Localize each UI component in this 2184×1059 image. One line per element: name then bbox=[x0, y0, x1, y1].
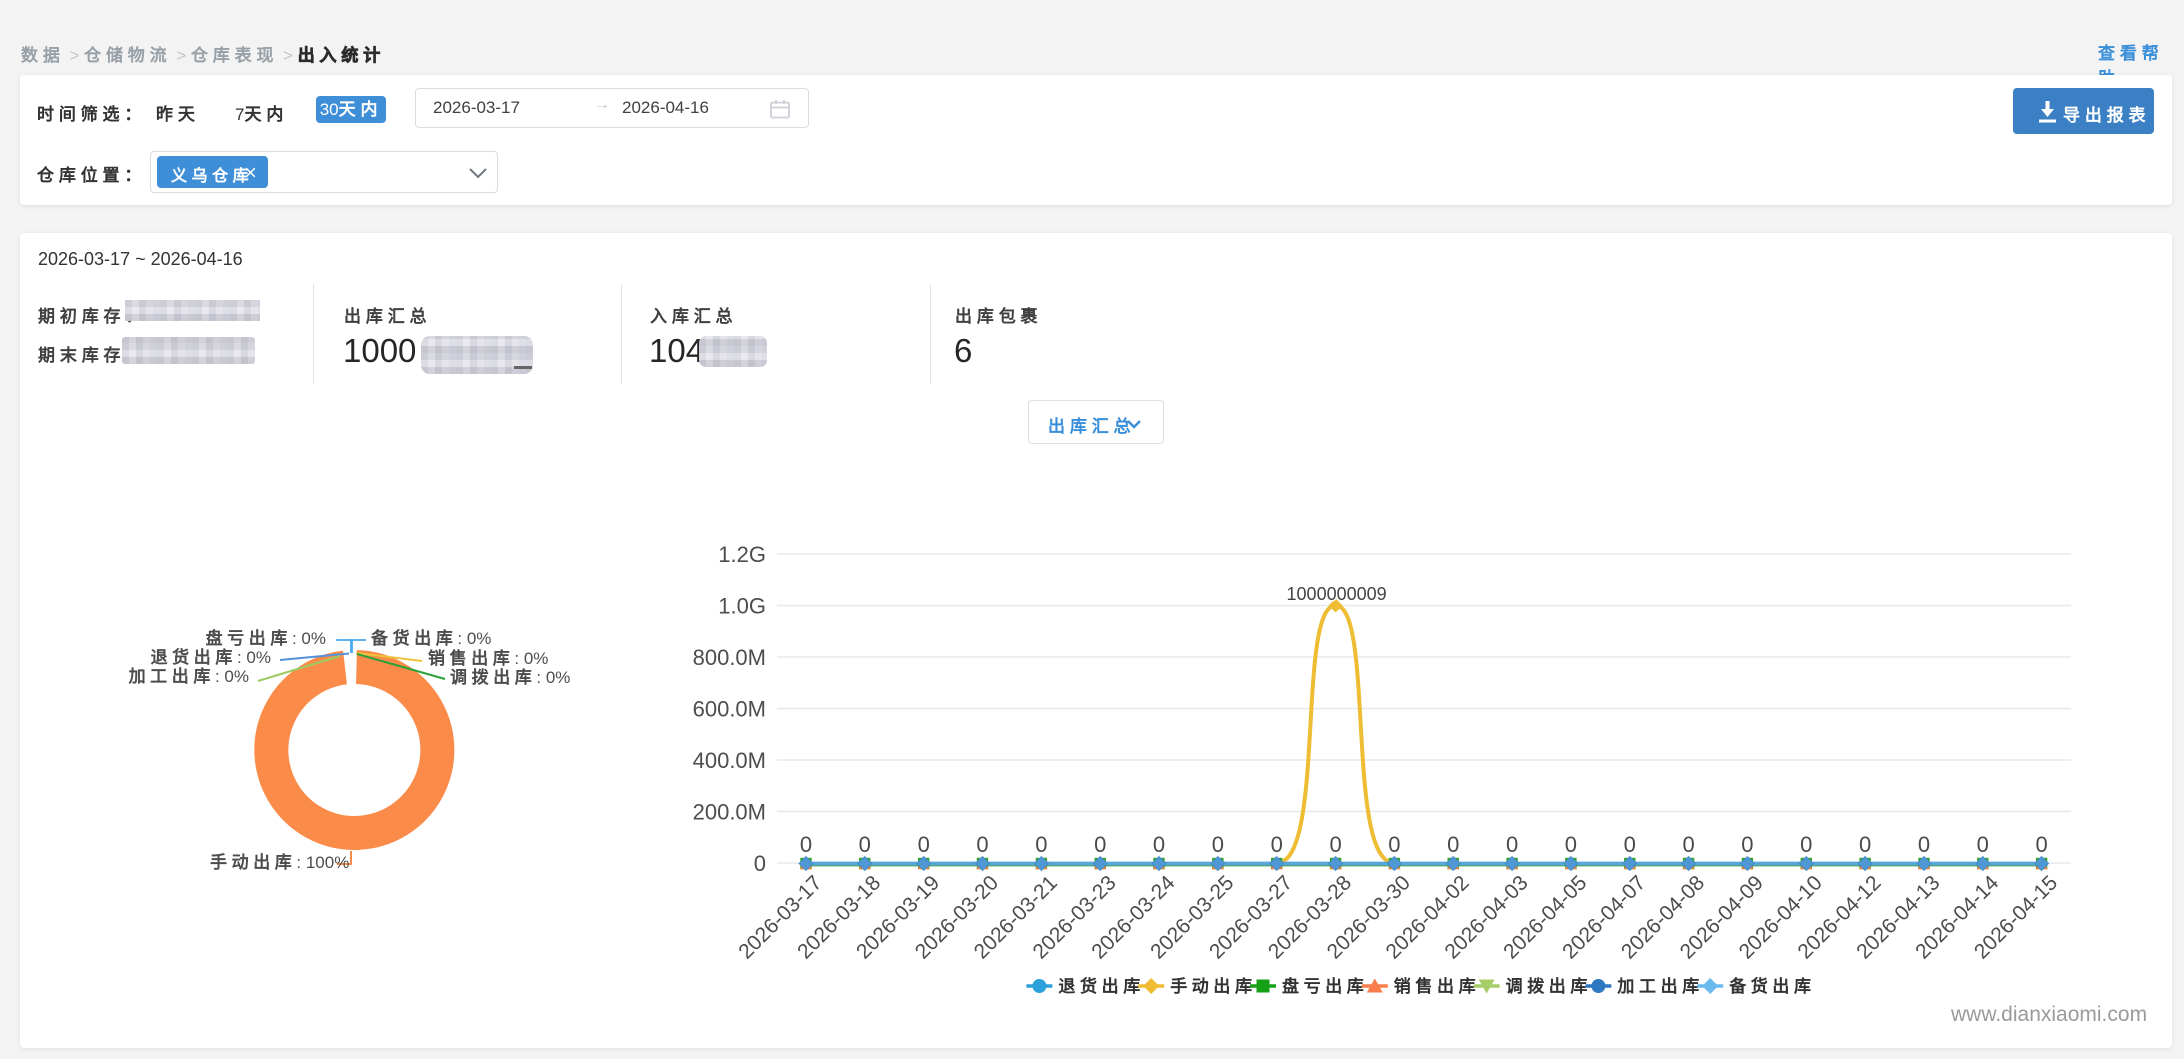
svg-text:1.0G: 1.0G bbox=[718, 594, 766, 619]
svg-text:1000000009: 1000000009 bbox=[1287, 584, 1387, 604]
svg-text:手动出库: 100%: 手动出库: 100% bbox=[210, 853, 349, 872]
svg-text:备货出库: 备货出库 bbox=[1729, 977, 1815, 996]
svg-text:0: 0 bbox=[1859, 832, 1871, 857]
svg-text:200.0M: 200.0M bbox=[693, 800, 766, 825]
svg-text:0: 0 bbox=[1565, 832, 1577, 857]
svg-text:0: 0 bbox=[976, 832, 988, 857]
svg-text:0: 0 bbox=[2035, 832, 2047, 857]
svg-text:盘亏出库: 盘亏出库 bbox=[1282, 977, 1368, 996]
svg-text:0: 0 bbox=[1094, 832, 1106, 857]
svg-text:0: 0 bbox=[1918, 832, 1930, 857]
svg-text:0: 0 bbox=[1212, 832, 1224, 857]
svg-text:0: 0 bbox=[859, 832, 871, 857]
svg-text:0: 0 bbox=[1388, 832, 1400, 857]
svg-text:0: 0 bbox=[1624, 832, 1636, 857]
svg-text:0: 0 bbox=[918, 832, 930, 857]
svg-text:0: 0 bbox=[1506, 832, 1518, 857]
svg-text:退货出库: 0%: 退货出库: 0% bbox=[151, 648, 271, 667]
svg-text:备货出库: 0%: 备货出库: 0% bbox=[371, 629, 491, 648]
svg-text:手动出库: 手动出库 bbox=[1170, 977, 1256, 996]
svg-text:0: 0 bbox=[754, 851, 766, 876]
svg-text:0: 0 bbox=[1153, 832, 1165, 857]
svg-text:1.2G: 1.2G bbox=[718, 542, 766, 567]
svg-text:400.0M: 400.0M bbox=[693, 748, 766, 773]
svg-text:0: 0 bbox=[800, 832, 812, 857]
svg-text:0: 0 bbox=[1741, 832, 1753, 857]
svg-text:0: 0 bbox=[1035, 832, 1047, 857]
svg-text:0: 0 bbox=[1447, 832, 1459, 857]
svg-text:盘亏出库: 0%: 盘亏出库: 0% bbox=[206, 629, 326, 648]
svg-text:退货出库: 退货出库 bbox=[1058, 977, 1144, 996]
svg-text:0: 0 bbox=[1682, 832, 1694, 857]
svg-text:加工出库: 0%: 加工出库: 0% bbox=[129, 667, 249, 686]
svg-text:销售出库: 0%: 销售出库: 0% bbox=[428, 649, 548, 668]
svg-text:调拨出库: 调拨出库 bbox=[1506, 977, 1592, 996]
svg-text:0: 0 bbox=[1977, 832, 1989, 857]
svg-text:0: 0 bbox=[1271, 832, 1283, 857]
svg-text:0: 0 bbox=[1329, 832, 1341, 857]
svg-text:0: 0 bbox=[1800, 832, 1812, 857]
svg-text:600.0M: 600.0M bbox=[693, 697, 766, 722]
svg-text:800.0M: 800.0M bbox=[693, 645, 766, 670]
svg-text:加工出库: 加工出库 bbox=[1617, 977, 1703, 996]
svg-text:调拨出库: 0%: 调拨出库: 0% bbox=[450, 668, 570, 687]
svg-text:销售出库: 销售出库 bbox=[1394, 977, 1480, 996]
